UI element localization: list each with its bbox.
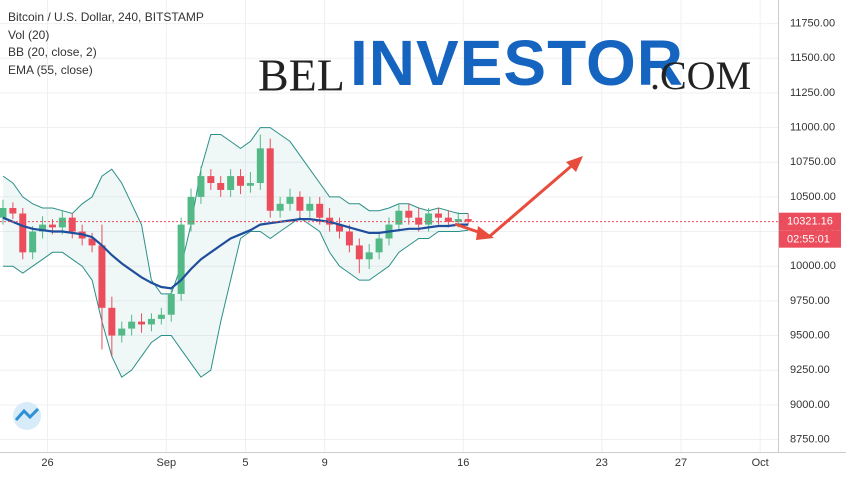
annotation-arrow [454,156,583,240]
candle-body [9,207,17,214]
indicator-line [3,217,469,378]
x-tick-label: 26 [41,457,53,469]
countdown-tag [779,230,841,248]
candle-body [345,231,353,246]
candle-body [207,176,215,184]
x-tick-label: 16 [457,457,469,469]
x-tick-label: 5 [242,457,248,469]
watermark-prefix: BEL [258,50,345,101]
candle-body [375,238,383,253]
y-tick-label: 9750.00 [790,295,830,307]
logo [13,402,41,430]
y-tick-label: 11500.00 [790,52,835,64]
candle-body [444,217,452,222]
candle-body [58,217,66,228]
candle-body [415,217,423,225]
x-tick-label: Oct [752,457,769,469]
y-tick-label: 10750.00 [790,156,836,168]
band-fill [2,127,469,378]
candle-body [425,213,433,225]
y-tick-label: 9000.00 [790,399,830,411]
candle-body [108,307,116,336]
watermark-main: INVESTOR [350,27,684,99]
candle-body [98,245,106,308]
y-tick-label: 11750.00 [790,17,835,29]
candle-body [68,217,76,232]
y-tick-label: 11250.00 [790,87,835,99]
indicator-label: EMA (55, close) [8,63,93,77]
price-label: 10321.16 [787,216,833,228]
x-tick-label: Sep [157,457,177,469]
candle-body [434,213,442,218]
candle-body [147,318,155,325]
candle-body [286,196,294,204]
y-tick-label: 11000.00 [790,121,835,133]
candle-body [197,176,205,197]
candle-body [157,314,165,319]
candle-body [39,224,47,232]
candle-body [227,176,235,190]
candle-body [355,245,363,260]
candle-body [395,210,403,225]
candle-body [454,219,462,222]
plot-area [0,0,778,452]
indicator-label: BB (20, close, 2) [8,45,97,59]
x-tick-label: 9 [322,457,328,469]
candle-body [48,224,56,228]
candle-body [266,148,274,211]
candle-body [464,219,472,222]
countdown-label: 02:55:01 [787,234,830,246]
price-tag [779,212,841,231]
y-tick-label: 9500.00 [790,329,830,341]
watermark-suffix: .COM [650,53,751,98]
candle-body [19,213,27,253]
candle-body [256,148,264,184]
indicator-line [2,216,469,290]
candle-body [336,224,344,232]
candle-body [0,207,7,218]
candle-body [217,183,225,190]
y-tick-label: 10500.00 [790,191,836,203]
candle-body [237,176,245,186]
candle-body [405,210,413,218]
y-tick-label: 9250.00 [790,364,830,376]
candle-body [187,196,195,225]
candle-body [365,252,373,260]
chart-title: Bitcoin / U.S. Dollar, 240, BITSTAMP [8,10,204,24]
candle-body [138,321,146,325]
y-tick-label: 8750.00 [790,433,830,445]
candle-body [29,231,37,253]
indicator-line [2,127,469,295]
candle-body [306,203,314,211]
indicator-label: Vol (20) [8,28,49,42]
candle-body [118,328,126,336]
candle-body [316,203,324,218]
y-tick-label: 10000.00 [790,260,836,272]
candle-body [177,224,185,294]
candle-body [128,321,136,329]
x-tick-label: 27 [675,457,687,469]
candle-body [246,183,254,186]
candle-body [296,196,304,211]
candle-body [167,293,175,315]
candle-body [276,203,284,211]
candle-body [88,238,96,246]
x-tick-label: 23 [596,457,608,469]
